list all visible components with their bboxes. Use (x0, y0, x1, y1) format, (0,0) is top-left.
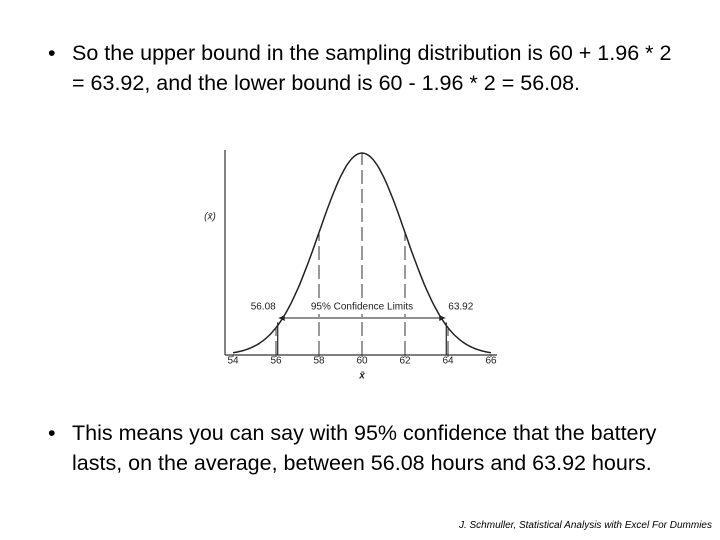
limit-label: 56.08 (251, 302, 276, 313)
bullet-text: This means you can say with 95% confiden… (72, 421, 657, 475)
bullet: • So the upper bound in the sampling dist… (48, 38, 688, 98)
x-tick-label: 60 (356, 356, 368, 367)
arrow-head (278, 315, 446, 321)
annotation-bg (312, 300, 412, 314)
annotation: 95% Confidence Limits (311, 302, 413, 313)
bullet-text: So the upper bound in the sampling distr… (72, 41, 672, 95)
x-tick-label: 62 (399, 356, 411, 367)
x-tick-label: 64 (442, 356, 454, 367)
citation: J. Schmuller, Statistical Analysis with … (458, 520, 712, 531)
x-tick-label: 58 (313, 356, 325, 367)
y-axis-label: (x̄) (204, 212, 216, 223)
x-tick-label: 54 (227, 356, 239, 367)
limit-label: 63.92 (448, 302, 473, 313)
density-curve (232, 152, 492, 354)
bullet: • This means you can say with 95% confide… (48, 418, 688, 478)
x-axis-label: x̄ (358, 371, 365, 382)
x-tick-label: 56 (270, 356, 282, 367)
x-tick-label: 66 (485, 356, 497, 367)
